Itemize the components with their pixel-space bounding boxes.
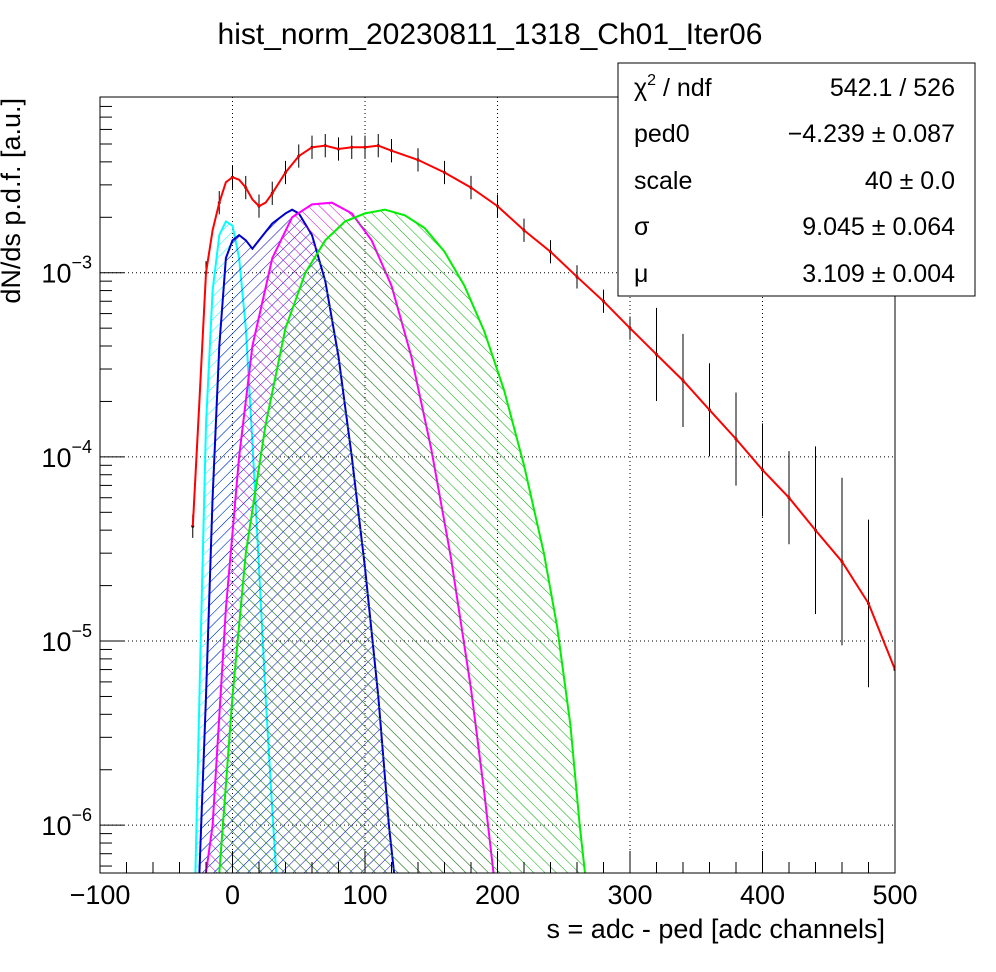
stats-box-frame xyxy=(617,62,976,297)
stats-name-main: μ xyxy=(634,260,648,288)
stats-row-value: 542.1 / 526 xyxy=(830,74,955,102)
y-tick-label: 10−6 xyxy=(41,805,92,841)
y-tick-exponent: −4 xyxy=(71,437,92,457)
stats-name-main: scale xyxy=(634,167,692,195)
component-4-curve xyxy=(218,208,586,873)
y-tick-base: 10 xyxy=(41,811,71,841)
stats-name-rest: / ndf xyxy=(656,74,712,102)
x-tick-label: 200 xyxy=(475,880,520,910)
fit-stats-box: χ2 / ndf 542.1 / 526 ped0 −4.239 ± 0.087 sca… xyxy=(617,62,976,297)
stats-row-name: scale xyxy=(634,167,692,195)
y-tick-base: 10 xyxy=(41,627,71,657)
x-tick-label: 500 xyxy=(872,880,917,910)
y-tick-base: 10 xyxy=(41,443,71,473)
x-axis-ticks: −100 0 100 200 300 400 500 xyxy=(70,851,918,910)
x-tick-label: 400 xyxy=(740,880,785,910)
y-tick-label: 10−5 xyxy=(41,621,92,657)
y-tick-exponent: −3 xyxy=(71,253,92,273)
x-axis-label: s = adc - ped [adc channels] xyxy=(547,914,885,944)
stats-row-value: 3.109 ± 0.004 xyxy=(802,260,955,288)
fit-total-curve xyxy=(191,144,895,670)
component-4-fill xyxy=(219,209,586,873)
x-tick-label: −100 xyxy=(70,880,131,910)
y-tick-label: 10−4 xyxy=(41,437,92,473)
y-tick-exponent: −5 xyxy=(71,621,92,641)
x-tick-label: 300 xyxy=(607,880,652,910)
y-tick-exponent: −6 xyxy=(71,805,92,825)
x-tick-label: 100 xyxy=(342,880,387,910)
fit-components xyxy=(194,201,586,873)
stats-row-name: ped0 xyxy=(634,120,690,148)
stats-name-main: χ xyxy=(634,74,647,102)
y-tick-label: 10−3 xyxy=(41,253,92,289)
stats-row-value: −4.239 ± 0.087 xyxy=(788,120,955,148)
stats-name-sup: 2 xyxy=(647,72,656,89)
x-tick-label: 0 xyxy=(225,880,240,910)
stats-row-value: 9.045 ± 0.064 xyxy=(802,213,955,241)
stats-row-value: 40 ± 0.0 xyxy=(865,167,955,195)
stats-row-name: σ xyxy=(634,213,650,241)
chart-title: hist_norm_20230811_1318_Ch01_Iter06 xyxy=(218,18,763,51)
stats-row-name: μ xyxy=(634,260,648,288)
y-tick-base: 10 xyxy=(41,259,71,289)
stats-name-main: ped0 xyxy=(634,120,690,148)
stats-row-name: χ2 / ndf xyxy=(634,72,712,102)
y-axis-label: dN/ds p.d.f. [a.u.] xyxy=(0,98,26,304)
data-layer xyxy=(191,133,895,754)
y-axis-ticks: 10−610−510−410−3 xyxy=(41,105,124,867)
stats-name-main: σ xyxy=(634,213,650,241)
